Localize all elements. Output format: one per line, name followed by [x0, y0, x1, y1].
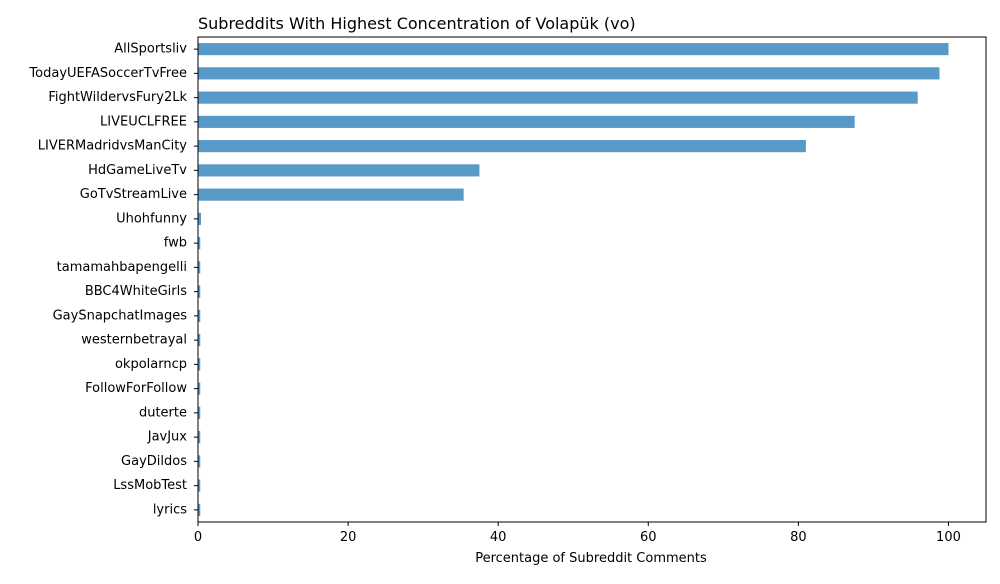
bar-westernbetrayal — [198, 334, 201, 347]
x-tick-label: 0 — [194, 530, 202, 545]
bar-LIVERMadridvsManCity — [198, 140, 806, 153]
y-tick-label: duterte — [139, 405, 187, 420]
chart-title: Subreddits With Highest Concentration of… — [198, 14, 636, 33]
y-tick-label: lyrics — [153, 502, 187, 517]
x-tick-label: 40 — [490, 530, 507, 545]
bar-AllSportsliv — [198, 43, 949, 56]
y-tick-label: JavJux — [147, 430, 188, 445]
y-tick-label: LssMobTest — [113, 478, 187, 493]
x-tick-label: 100 — [936, 530, 961, 545]
y-tick-label: Uhohfunny — [116, 211, 187, 226]
bar-LIVEUCLFREE — [198, 115, 855, 128]
bar-BBC4WhiteGirls — [198, 285, 201, 298]
y-tick-label: AllSportsliv — [114, 42, 187, 57]
y-tick-label: BBC4WhiteGirls — [85, 284, 187, 299]
plot-frame — [197, 36, 987, 523]
bar-TodayUEFASoccerTvFree — [198, 67, 940, 80]
y-tick-label: westernbetrayal — [81, 333, 187, 348]
bar-FollowForFollow — [198, 382, 201, 395]
bar-LssMobTest — [198, 479, 201, 492]
bar-Uhohfunny — [198, 212, 202, 225]
x-tick-label: 20 — [340, 530, 357, 545]
bar-okpolarncp — [198, 358, 201, 371]
y-tick-label: LIVERMadridvsManCity — [38, 139, 188, 154]
y-tick-label: FollowForFollow — [85, 381, 187, 396]
y-tick-label: HdGameLiveTv — [88, 163, 187, 178]
bar-GaySnapchatImages — [198, 309, 201, 322]
y-tick-label: TodayUEFASoccerTvFree — [28, 66, 187, 81]
bar-fwb — [198, 237, 201, 250]
x-axis-label: Percentage of Subreddit Comments — [475, 551, 707, 566]
bar-GoTvStreamLive — [198, 188, 464, 201]
y-tick-label: GaySnapchatImages — [53, 308, 188, 323]
y-tick-label: FightWildervsFury2Lk — [48, 90, 187, 105]
bars-layer — [198, 43, 949, 516]
bar-tamamahbapengelli — [198, 261, 201, 274]
x-tick-label: 60 — [640, 530, 657, 545]
y-tick-label: fwb — [164, 236, 187, 251]
bar-JavJux — [198, 431, 201, 444]
y-tick-label: GayDildos — [121, 454, 187, 469]
bar-lyrics — [198, 503, 201, 516]
bar-HdGameLiveTv — [198, 164, 480, 177]
y-tick-label: tamamahbapengelli — [57, 260, 187, 275]
x-tick-label: 80 — [790, 530, 807, 545]
y-tick-label: GoTvStreamLive — [80, 187, 187, 202]
y-tick-label: LIVEUCLFREE — [100, 114, 187, 129]
y-tick-label: okpolarncp — [115, 357, 187, 372]
bar-GayDildos — [198, 455, 201, 468]
axes-spines — [197, 36, 987, 523]
bar-FightWildervsFury2Lk — [198, 91, 918, 104]
bar-duterte — [198, 406, 201, 419]
x-tick-labels: 0 20 40 60 80 100 — [194, 522, 961, 545]
y-tick-labels: AllSportsliv TodayUEFASoccerTvFree FightWi… — [28, 42, 198, 517]
